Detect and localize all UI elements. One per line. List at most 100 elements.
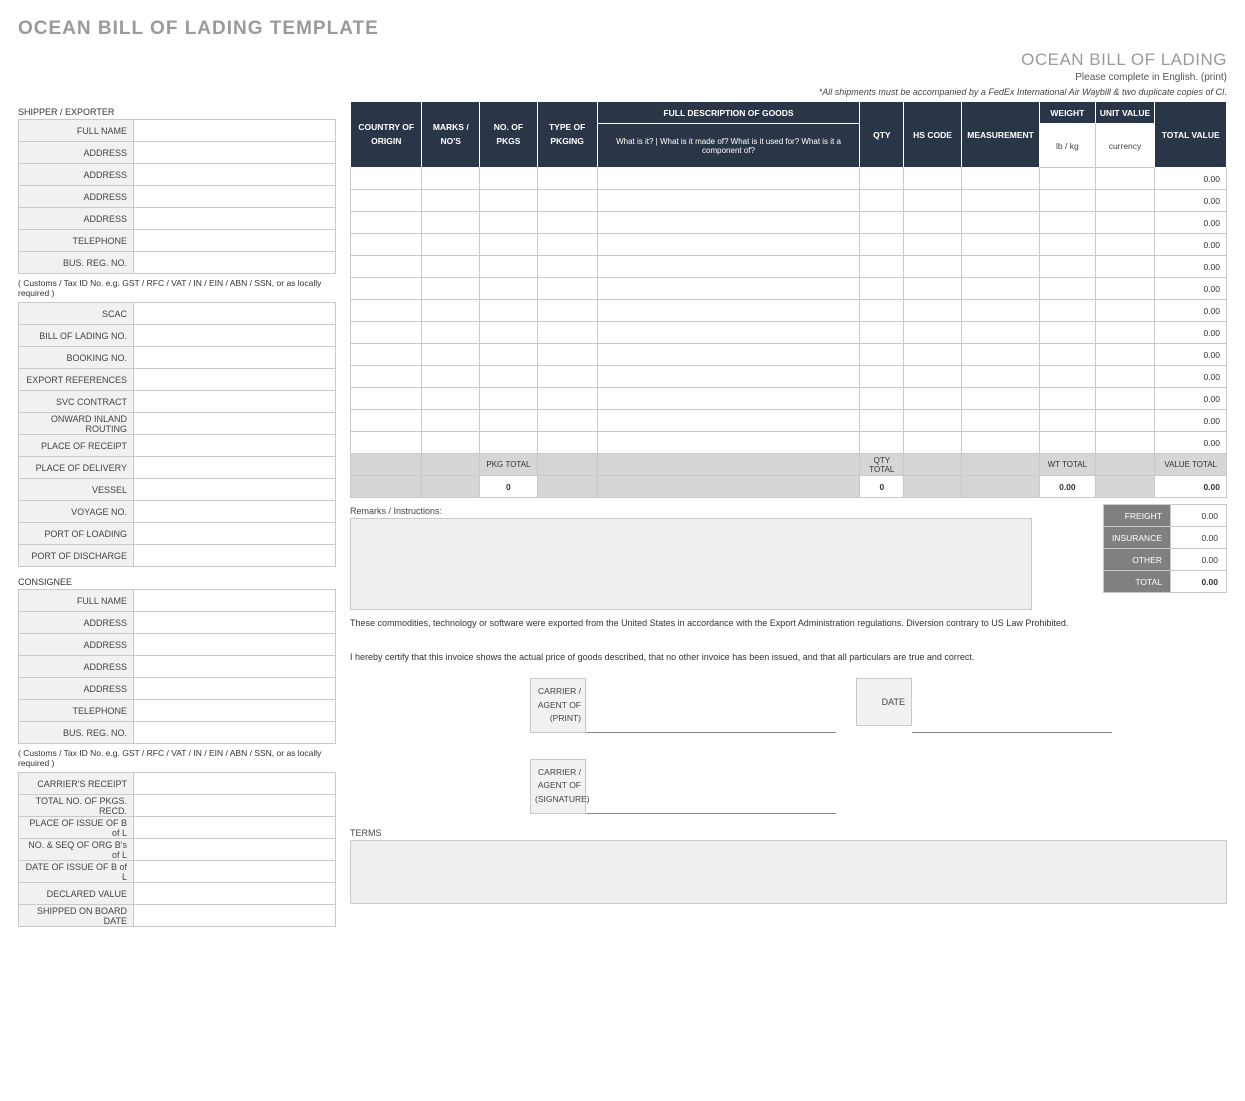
- shipment-input-5[interactable]: [134, 413, 336, 435]
- goods-cell[interactable]: [597, 256, 860, 278]
- remarks-box[interactable]: [350, 518, 1032, 610]
- goods-cell[interactable]: [1040, 344, 1095, 366]
- carrier-input-2[interactable]: [134, 817, 336, 839]
- goods-cell[interactable]: [422, 366, 480, 388]
- goods-cell[interactable]: [1040, 168, 1095, 190]
- shipment-input-9[interactable]: [134, 501, 336, 523]
- goods-cell[interactable]: [1095, 344, 1155, 366]
- goods-cell[interactable]: [1040, 366, 1095, 388]
- goods-cell[interactable]: [904, 278, 962, 300]
- goods-cell[interactable]: [537, 212, 597, 234]
- goods-cell[interactable]: [351, 256, 422, 278]
- goods-cell[interactable]: [537, 388, 597, 410]
- goods-cell[interactable]: [351, 410, 422, 432]
- goods-cell[interactable]: [961, 322, 1039, 344]
- goods-cell[interactable]: [1040, 432, 1095, 454]
- goods-cell[interactable]: [351, 322, 422, 344]
- goods-cell[interactable]: [904, 410, 962, 432]
- shipper-input-6[interactable]: [134, 252, 336, 274]
- carrier-input-5[interactable]: [134, 883, 336, 905]
- goods-cell[interactable]: [480, 432, 538, 454]
- goods-cell[interactable]: [961, 410, 1039, 432]
- goods-cell[interactable]: [597, 278, 860, 300]
- goods-cell[interactable]: [1095, 168, 1155, 190]
- goods-cell[interactable]: [351, 190, 422, 212]
- goods-cell[interactable]: [351, 432, 422, 454]
- goods-cell[interactable]: [597, 322, 860, 344]
- goods-cell[interactable]: [961, 168, 1039, 190]
- goods-cell[interactable]: [904, 234, 962, 256]
- goods-cell[interactable]: [480, 234, 538, 256]
- goods-cell[interactable]: [537, 168, 597, 190]
- goods-cell[interactable]: 0.00: [1155, 388, 1227, 410]
- sig-print-line[interactable]: [586, 678, 836, 733]
- goods-cell[interactable]: [480, 344, 538, 366]
- goods-cell[interactable]: [351, 278, 422, 300]
- shipper-input-1[interactable]: [134, 142, 336, 164]
- goods-cell[interactable]: 0.00: [1155, 212, 1227, 234]
- shipment-input-0[interactable]: [134, 303, 336, 325]
- goods-cell[interactable]: [351, 168, 422, 190]
- goods-cell[interactable]: [351, 366, 422, 388]
- goods-cell[interactable]: [904, 388, 962, 410]
- shipment-input-10[interactable]: [134, 523, 336, 545]
- goods-cell[interactable]: [480, 212, 538, 234]
- goods-cell[interactable]: [961, 212, 1039, 234]
- goods-cell[interactable]: [537, 410, 597, 432]
- goods-cell[interactable]: [351, 344, 422, 366]
- goods-cell[interactable]: [1095, 388, 1155, 410]
- goods-cell[interactable]: [961, 344, 1039, 366]
- goods-cell[interactable]: [904, 190, 962, 212]
- goods-cell[interactable]: [422, 212, 480, 234]
- goods-cell[interactable]: [1040, 278, 1095, 300]
- goods-cell[interactable]: [480, 168, 538, 190]
- goods-cell[interactable]: 0.00: [1155, 256, 1227, 278]
- goods-cell[interactable]: [537, 190, 597, 212]
- goods-cell[interactable]: [961, 256, 1039, 278]
- goods-cell[interactable]: [961, 190, 1039, 212]
- goods-cell[interactable]: [1095, 366, 1155, 388]
- goods-cell[interactable]: [537, 234, 597, 256]
- carrier-input-3[interactable]: [134, 839, 336, 861]
- goods-cell[interactable]: [351, 388, 422, 410]
- goods-cell[interactable]: 0.00: [1155, 168, 1227, 190]
- shipment-input-1[interactable]: [134, 325, 336, 347]
- goods-cell[interactable]: [422, 388, 480, 410]
- goods-cell[interactable]: [597, 410, 860, 432]
- goods-cell[interactable]: [537, 300, 597, 322]
- shipper-input-4[interactable]: [134, 208, 336, 230]
- goods-cell[interactable]: [904, 168, 962, 190]
- goods-cell[interactable]: [480, 366, 538, 388]
- goods-cell[interactable]: [860, 366, 904, 388]
- shipper-input-3[interactable]: [134, 186, 336, 208]
- goods-cell[interactable]: [1095, 322, 1155, 344]
- goods-cell[interactable]: [860, 300, 904, 322]
- goods-cell[interactable]: 0.00: [1155, 366, 1227, 388]
- goods-cell[interactable]: [597, 168, 860, 190]
- goods-cell[interactable]: [961, 234, 1039, 256]
- goods-cell[interactable]: [351, 234, 422, 256]
- carrier-input-4[interactable]: [134, 861, 336, 883]
- goods-cell[interactable]: [860, 278, 904, 300]
- goods-cell[interactable]: [904, 344, 962, 366]
- consignee-input-2[interactable]: [134, 634, 336, 656]
- sig-signature-line[interactable]: [586, 759, 836, 814]
- goods-cell[interactable]: [537, 344, 597, 366]
- goods-cell[interactable]: [860, 344, 904, 366]
- goods-cell[interactable]: [537, 322, 597, 344]
- goods-cell[interactable]: [904, 432, 962, 454]
- goods-cell[interactable]: [860, 322, 904, 344]
- goods-cell[interactable]: [480, 300, 538, 322]
- goods-cell[interactable]: [597, 300, 860, 322]
- goods-cell[interactable]: [422, 190, 480, 212]
- goods-cell[interactable]: [961, 388, 1039, 410]
- goods-cell[interactable]: [480, 410, 538, 432]
- shipment-input-7[interactable]: [134, 457, 336, 479]
- goods-cell[interactable]: [597, 344, 860, 366]
- goods-cell[interactable]: [904, 366, 962, 388]
- goods-cell[interactable]: 0.00: [1155, 322, 1227, 344]
- goods-cell[interactable]: [422, 322, 480, 344]
- goods-cell[interactable]: 0.00: [1155, 300, 1227, 322]
- goods-cell[interactable]: [1095, 278, 1155, 300]
- goods-cell[interactable]: [422, 300, 480, 322]
